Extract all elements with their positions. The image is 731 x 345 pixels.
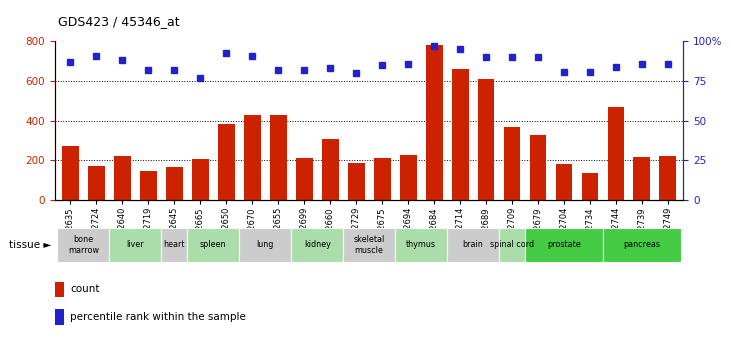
Bar	[140, 171, 156, 200]
Bar	[322, 139, 338, 200]
Bar	[114, 156, 131, 200]
Bar	[58, 228, 110, 262]
Bar	[603, 228, 681, 262]
Bar	[270, 115, 287, 200]
Text: thymus: thymus	[406, 240, 436, 249]
Bar	[218, 124, 235, 200]
Bar	[62, 146, 79, 200]
Text: percentile rank within the sample: percentile rank within the sample	[70, 312, 246, 322]
Bar	[425, 45, 442, 200]
Text: prostate: prostate	[547, 240, 581, 249]
Bar	[374, 158, 390, 200]
Bar	[296, 158, 313, 200]
Bar	[529, 135, 547, 200]
Text: skeletal
muscle: skeletal muscle	[354, 235, 385, 255]
Bar	[556, 164, 572, 200]
Bar	[55, 309, 64, 325]
Bar	[582, 173, 599, 200]
Bar	[634, 157, 651, 200]
Bar	[162, 228, 187, 262]
Text: lung: lung	[257, 240, 274, 249]
Bar	[239, 228, 291, 262]
Bar	[291, 228, 343, 262]
Bar	[447, 228, 499, 262]
Bar	[110, 228, 162, 262]
Text: bone
marrow: bone marrow	[68, 235, 99, 255]
Text: brain: brain	[463, 240, 483, 249]
Bar	[55, 282, 64, 297]
Bar	[499, 228, 525, 262]
Text: GDS423 / 45346_at: GDS423 / 45346_at	[58, 16, 180, 29]
Bar	[166, 167, 183, 200]
Bar	[504, 127, 520, 200]
Bar	[187, 228, 239, 262]
Bar	[452, 69, 469, 200]
Bar	[348, 164, 365, 200]
Text: kidney: kidney	[304, 240, 330, 249]
Bar	[395, 228, 447, 262]
Text: count: count	[70, 284, 99, 294]
Bar	[400, 156, 417, 200]
Text: liver: liver	[126, 240, 144, 249]
Bar	[88, 166, 105, 200]
Bar	[477, 79, 494, 200]
Bar	[525, 228, 603, 262]
Bar	[343, 228, 395, 262]
Bar	[607, 107, 624, 200]
Text: spleen: spleen	[200, 240, 227, 249]
Bar	[659, 156, 676, 200]
Text: pancreas: pancreas	[624, 240, 660, 249]
Bar	[192, 159, 209, 200]
Text: spinal cord: spinal cord	[490, 240, 534, 249]
Text: heart: heart	[164, 240, 185, 249]
Text: tissue ►: tissue ►	[9, 240, 51, 250]
Bar	[244, 115, 261, 200]
